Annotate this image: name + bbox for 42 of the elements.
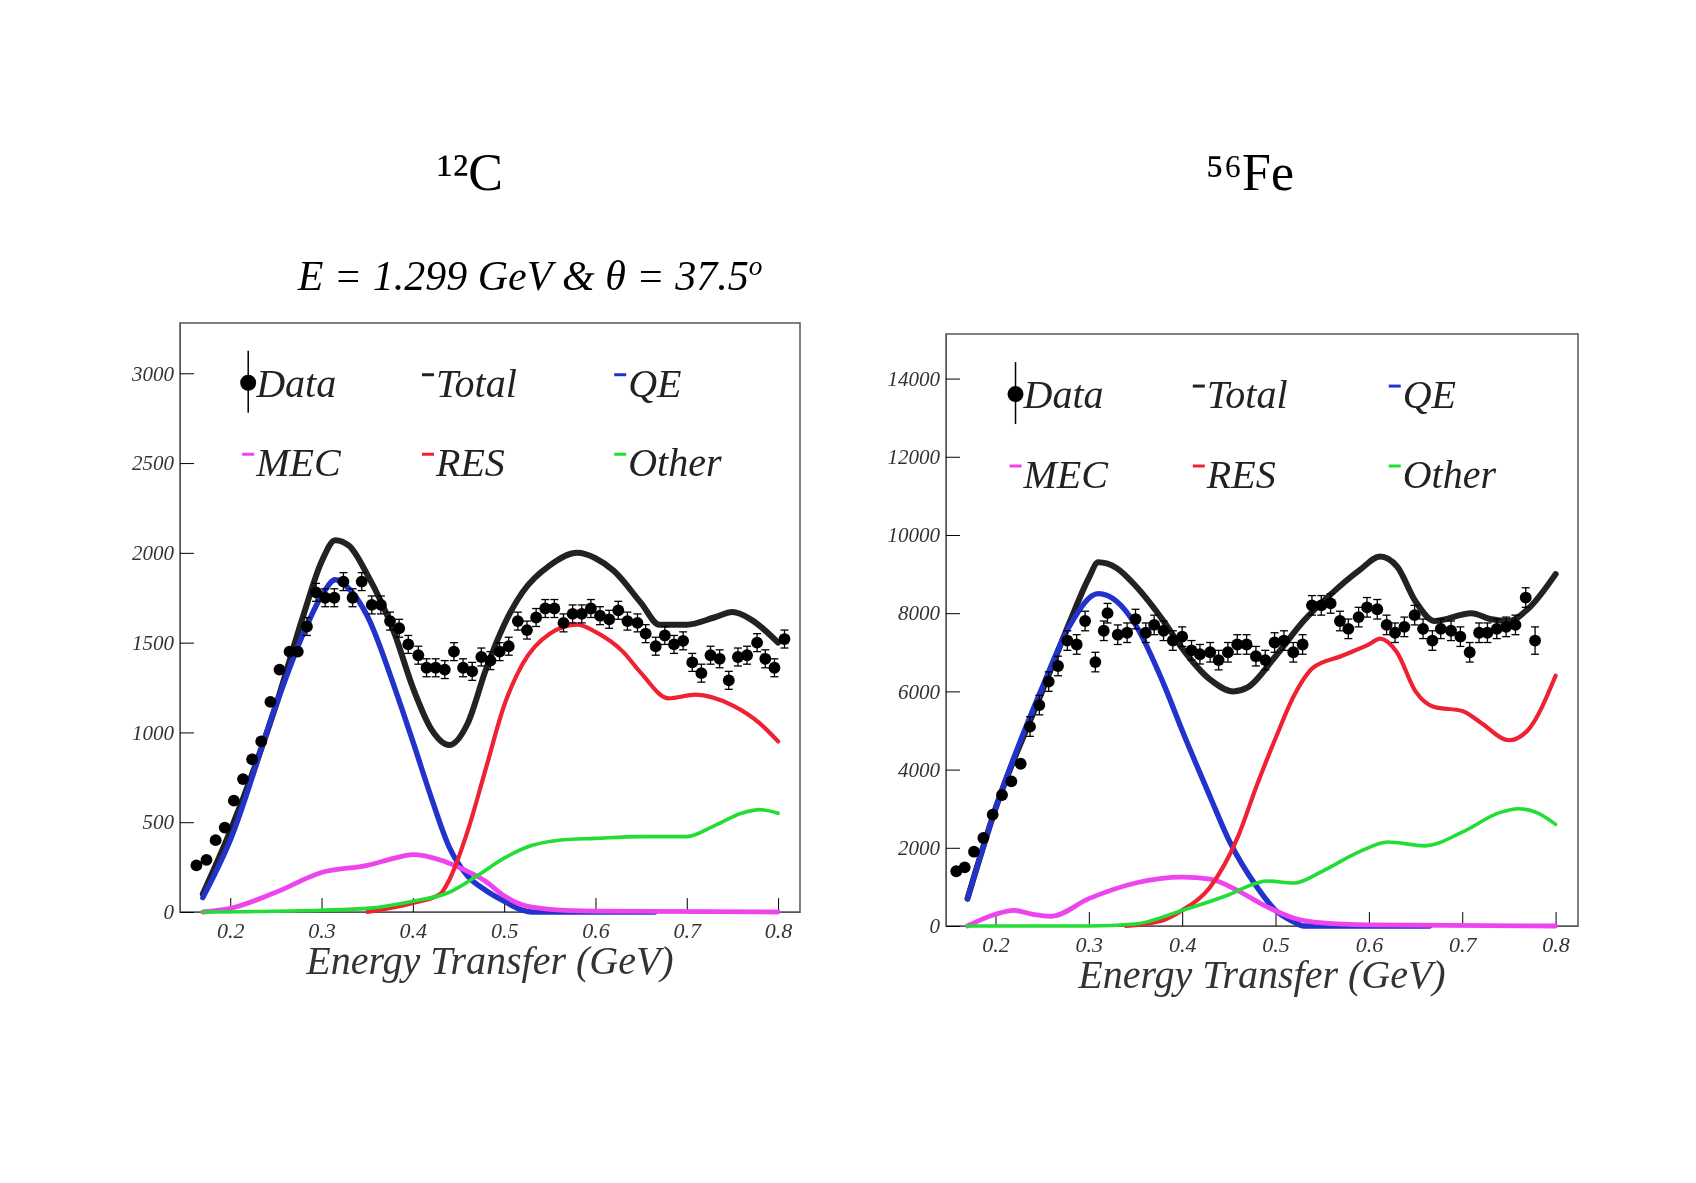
y-tick-label: 12000 — [887, 445, 941, 469]
y-tick-label: 2000 — [132, 541, 175, 566]
y-tick-label: 0 — [929, 914, 941, 939]
y-tick-label: 14000 — [887, 366, 941, 391]
legend-label: RES — [435, 440, 505, 486]
legend-label: Total — [436, 360, 517, 406]
legend-label: Other — [628, 440, 722, 486]
y-tick-label: 1500 — [132, 630, 175, 655]
chart-subtitle: E = 1.299 GeV & θ = 37.5$^{o}$ — [296, 251, 763, 299]
y-tick-label: 2500 — [132, 451, 175, 476]
y-tick-label: 2000 — [898, 836, 941, 861]
line-series — [201, 807, 780, 914]
line-series — [1124, 636, 1558, 929]
y-tick-label: 3000 — [131, 361, 175, 386]
line-series — [365, 622, 781, 915]
chart-title: ¹²C — [437, 144, 503, 201]
legend-label: Data — [255, 360, 337, 406]
legend-label: QE — [1402, 372, 1457, 418]
y-tick-label: 4000 — [898, 757, 941, 782]
legend-label: Data — [1022, 372, 1104, 418]
y-tick-label: 500 — [142, 810, 175, 835]
x-tick-label: 0.8 — [764, 917, 793, 943]
y-tick-label: 10000 — [887, 523, 941, 548]
line-series — [965, 806, 1558, 928]
y-tick-label: 8000 — [898, 601, 941, 626]
x-tick-label: 0.7 — [673, 917, 703, 943]
chart-title: ⁵⁶Fe — [1205, 144, 1295, 201]
y-tick-label: 6000 — [898, 679, 941, 704]
x-tick-label: 0.2 — [982, 931, 1010, 957]
legend-label: RES — [1205, 452, 1276, 497]
line-series — [965, 874, 1558, 929]
y-tick-label: 1000 — [132, 720, 175, 745]
line-series — [200, 852, 781, 915]
legend-label: MEC — [255, 440, 342, 486]
legend-label: MEC — [1022, 452, 1110, 497]
x-tick-label: 0.2 — [216, 917, 245, 943]
legend-label: Total — [1206, 372, 1288, 418]
y-tick-label: 0 — [163, 900, 175, 925]
legend-label: QE — [628, 360, 682, 406]
x-tick-label: 0.7 — [1448, 931, 1478, 957]
x-tick-label: 0.8 — [1542, 931, 1570, 957]
legend-label: Other — [1402, 452, 1497, 497]
